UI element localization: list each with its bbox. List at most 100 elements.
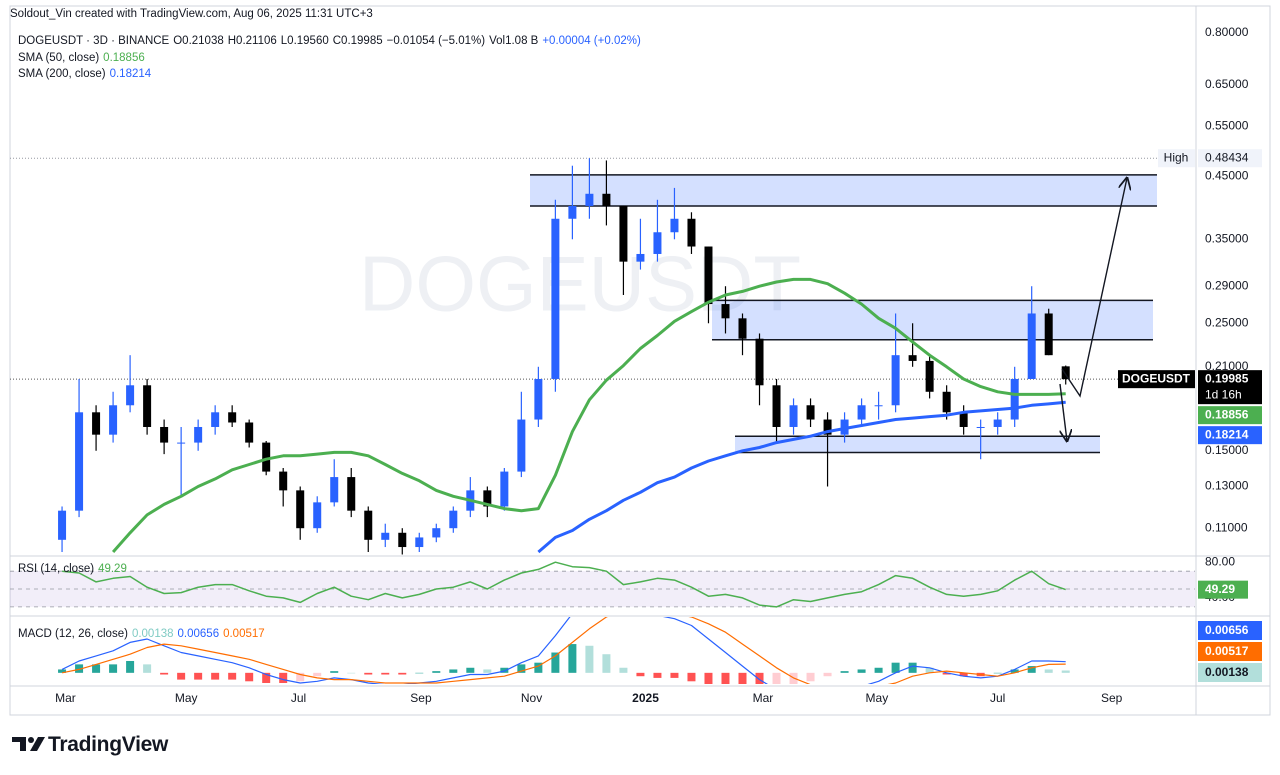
candle-body bbox=[109, 405, 118, 435]
rsi-pane bbox=[10, 561, 1195, 608]
macd-histogram-bar bbox=[857, 669, 866, 673]
legend-item: −0.01054 (−5.01%) bbox=[386, 35, 486, 47]
candle bbox=[568, 165, 577, 240]
sma-tag bbox=[1198, 406, 1262, 425]
candle bbox=[1044, 308, 1053, 356]
rsi-line bbox=[62, 561, 1066, 608]
symbol-title: DOGEUSDT · 3D · BINANCE bbox=[18, 35, 170, 47]
candle bbox=[109, 391, 118, 443]
candle-body bbox=[211, 412, 220, 427]
candle bbox=[551, 199, 560, 392]
candle-body bbox=[517, 419, 526, 472]
candle bbox=[517, 391, 526, 478]
legend-item: +0.00004 (+0.02%) bbox=[542, 35, 641, 47]
candle bbox=[245, 419, 254, 448]
legend-item: L0.19560 bbox=[280, 35, 329, 47]
candle-body bbox=[160, 426, 169, 443]
candle-body bbox=[381, 532, 390, 540]
candle bbox=[993, 412, 1002, 435]
candle-body bbox=[415, 537, 424, 548]
last-symbol-tag bbox=[1118, 370, 1195, 389]
macd-tag-value: 0.00656 bbox=[1205, 623, 1249, 637]
macd-histogram-bar bbox=[58, 669, 67, 673]
high-tag-value: 0.48434 bbox=[1205, 150, 1249, 164]
macd-histogram-bar bbox=[177, 672, 186, 680]
candle bbox=[534, 366, 543, 427]
candle-body bbox=[806, 405, 815, 420]
y-tick-label: 0.21000 bbox=[1205, 359, 1249, 373]
candle-body bbox=[228, 412, 237, 423]
footer-brand: TradingView bbox=[48, 733, 169, 756]
candle bbox=[976, 419, 985, 460]
candle bbox=[415, 532, 424, 552]
candle bbox=[381, 523, 390, 548]
macd-tag bbox=[1198, 642, 1262, 661]
candle-body bbox=[449, 510, 458, 529]
macd-histogram-bar bbox=[891, 662, 900, 673]
macd-histogram-bar bbox=[194, 672, 203, 680]
candle-body bbox=[772, 385, 781, 427]
candle-body bbox=[1044, 313, 1053, 356]
macd-histogram-bar bbox=[1061, 670, 1070, 673]
candle bbox=[483, 486, 492, 518]
candle-body bbox=[126, 385, 135, 406]
x-tick-label: Jul bbox=[990, 691, 1005, 705]
candle bbox=[687, 212, 696, 254]
macd-histogram-bar bbox=[585, 645, 594, 673]
macd-histogram-bar bbox=[449, 669, 458, 673]
candle bbox=[296, 486, 305, 540]
legend-name: MACD (12, 26, close) bbox=[18, 628, 128, 640]
macd-tag bbox=[1198, 621, 1262, 640]
candle bbox=[959, 405, 968, 435]
macd-histogram-bar bbox=[925, 667, 934, 673]
candle bbox=[143, 378, 152, 435]
candle bbox=[449, 506, 458, 533]
macd-histogram-bar bbox=[313, 672, 322, 677]
x-tick-label: Sep bbox=[410, 691, 432, 705]
candle-body bbox=[313, 502, 322, 529]
y-tick-label: 0.11000 bbox=[1205, 520, 1248, 534]
macd-histogram-bar bbox=[143, 664, 152, 673]
high-tag-label: High bbox=[1164, 150, 1189, 164]
x-tick-label: Mar bbox=[753, 691, 774, 705]
macd-histogram-bar bbox=[840, 671, 849, 673]
rsi-legend: RSI (14, close) 49.29 bbox=[18, 563, 131, 575]
macd-histogram-bar bbox=[823, 672, 832, 677]
candle bbox=[330, 459, 339, 507]
candle-body bbox=[92, 412, 101, 435]
macd-histogram-bar bbox=[619, 667, 628, 673]
macd-histogram-bar bbox=[109, 664, 118, 673]
y-tick-label: 0.80000 bbox=[1205, 25, 1249, 39]
ohlc-values: O0.21038 H0.21106 L0.19560 C0.19985 −0.01054… bbox=[173, 35, 645, 47]
sma50-legend: SMA (50, close) 0.18856 bbox=[18, 52, 149, 64]
macd-histogram-bar bbox=[160, 672, 169, 675]
candle-body bbox=[279, 471, 288, 491]
y-tick-label: 80.00 bbox=[1205, 554, 1235, 568]
macd-histogram-bar bbox=[432, 671, 441, 673]
macd-histogram-bar bbox=[381, 672, 390, 675]
macd-pane bbox=[58, 617, 1070, 684]
candle bbox=[211, 405, 220, 435]
candle bbox=[279, 467, 288, 507]
macd-line bbox=[61, 617, 1066, 684]
candle-body bbox=[1061, 366, 1070, 380]
macd-histogram-bar bbox=[738, 672, 747, 684]
candle bbox=[347, 467, 356, 518]
candle-body bbox=[959, 412, 968, 427]
macd-histogram-bar bbox=[1044, 669, 1053, 673]
candle bbox=[908, 323, 917, 367]
sma-tag bbox=[1198, 426, 1262, 445]
macd-histogram-bar bbox=[534, 662, 543, 673]
candle bbox=[704, 246, 713, 324]
candle-body bbox=[976, 426, 985, 428]
candle-body bbox=[721, 304, 730, 319]
candle-body bbox=[432, 528, 441, 538]
macd-histogram-bar bbox=[75, 664, 84, 673]
candle-body bbox=[891, 355, 900, 406]
y-tick-label: 0.25000 bbox=[1205, 315, 1249, 329]
last-price-tag bbox=[1198, 370, 1262, 405]
candle-body bbox=[262, 442, 271, 472]
candle bbox=[653, 199, 662, 262]
axis-layer: 0.80000 0.65000 0.55000 0.45000 0.35000 0.290… bbox=[55, 25, 1262, 705]
